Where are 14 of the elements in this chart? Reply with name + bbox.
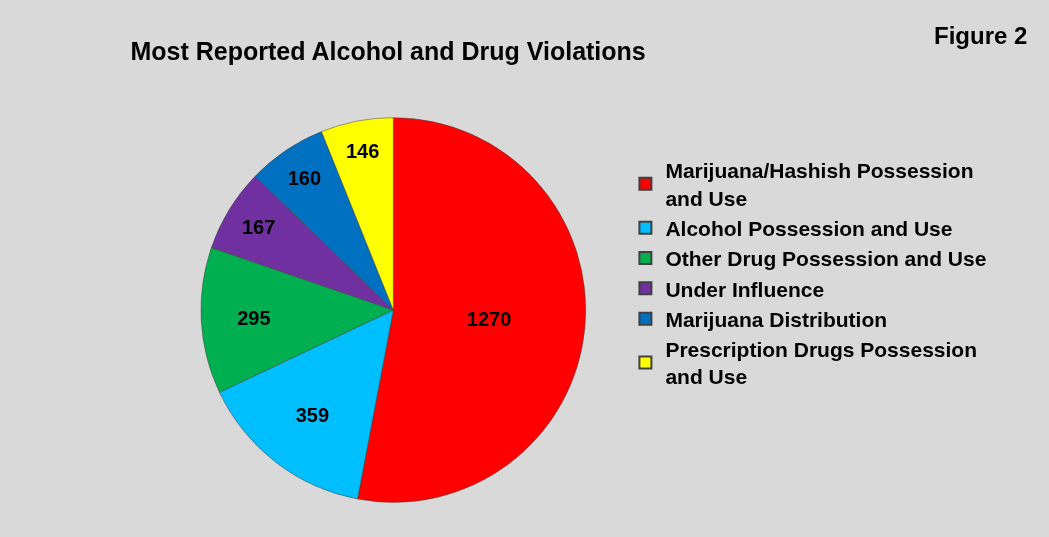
data-label: 160 [287, 166, 322, 189]
data-label: 359 [295, 403, 330, 426]
legend-label: Prescription Drugs Possession and Use [665, 338, 978, 389]
legend-label: Marijuana Distribution [665, 307, 888, 331]
data-label: 295 [237, 306, 271, 329]
data-label: 146 [345, 140, 380, 163]
caption: Figure 2 [934, 22, 1028, 49]
data-label: 1270 [466, 308, 512, 331]
data-label: 167 [241, 216, 276, 239]
legend-label: Other Drug Possession and Use [665, 247, 987, 271]
legend-label: Alcohol Possession and Use [665, 216, 953, 240]
legend-label: Marijuana/Hashish Possession and Use [665, 159, 974, 210]
chart-title: Most Reported Alcohol and Drug Violations [130, 37, 646, 66]
legend-label: Under Influence [665, 277, 825, 301]
